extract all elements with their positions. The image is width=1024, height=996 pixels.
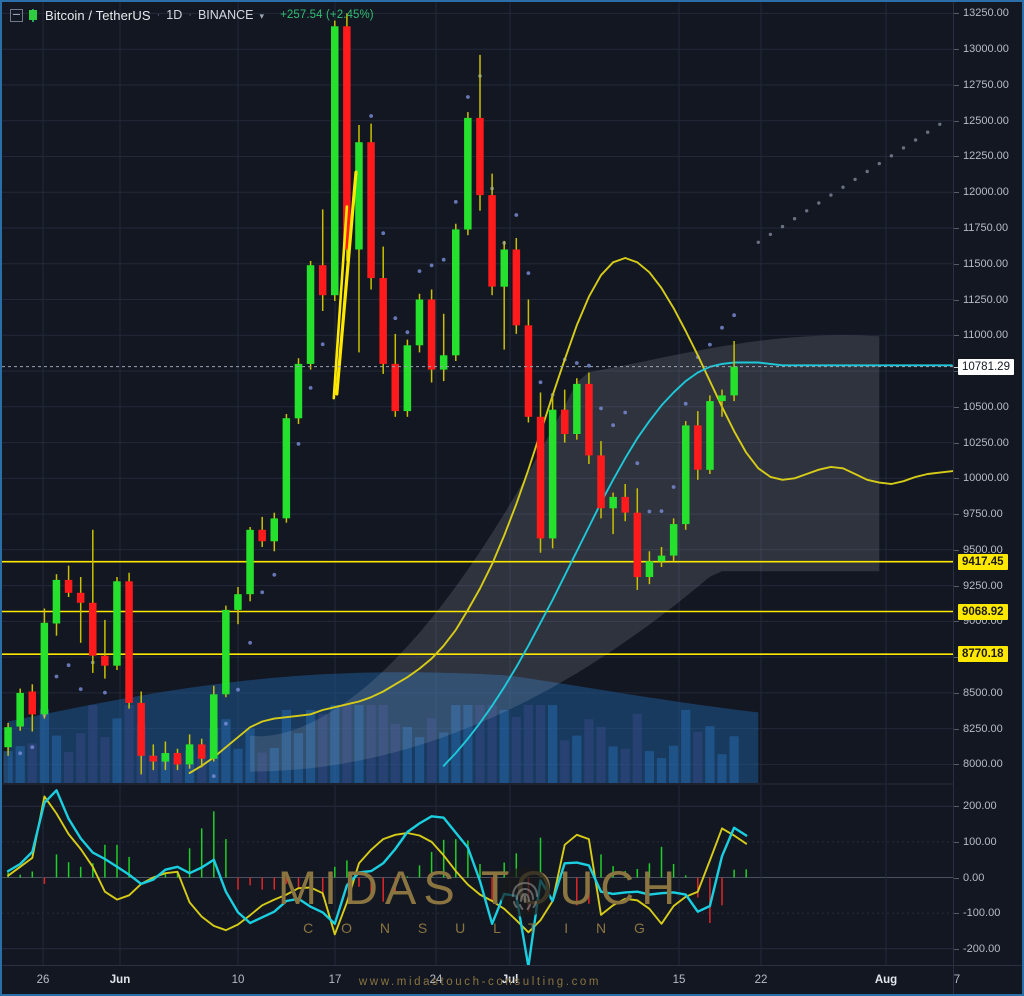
- price-tick: [954, 156, 959, 158]
- price-tick: [954, 514, 959, 516]
- osc-tick: [954, 841, 959, 843]
- price-tick: [954, 728, 959, 730]
- price-axis-label: 10000.00: [963, 472, 1009, 485]
- price-axis-label: 13000.00: [963, 43, 1009, 56]
- price-axis-label: 11500.00: [963, 257, 1009, 270]
- price-tick: [954, 478, 959, 480]
- horizontal-level-lines: [2, 560, 958, 656]
- price-tick: [954, 84, 959, 86]
- osc-tick: [954, 913, 959, 915]
- price-axis-label: 8000.00: [963, 758, 1003, 771]
- osc-tick: [954, 806, 959, 808]
- osc-axis-label: 200.00: [963, 800, 997, 813]
- level-price-pill[interactable]: 8770.18: [958, 646, 1008, 663]
- price-tick: [954, 764, 959, 766]
- time-axis-label: Jun: [109, 974, 131, 986]
- ma-yellow-line: [188, 257, 958, 774]
- macd-line: [6, 789, 748, 968]
- time-axis-label: Jul: [501, 974, 519, 986]
- pane-divider[interactable]: [2, 783, 958, 785]
- price-tick: [954, 657, 959, 659]
- price-axis-label: 9750.00: [963, 508, 1003, 521]
- time-axis[interactable]: 26 Jun 10 17 24 Jul 15 22 Aug 7: [2, 965, 1022, 994]
- axis-corner: [953, 966, 1022, 994]
- price-tick: [954, 299, 959, 301]
- price-tick: [954, 49, 959, 51]
- price-tick: [954, 371, 959, 373]
- oscillator-pane[interactable]: [2, 785, 958, 970]
- price-tick: [954, 13, 959, 15]
- price-axis[interactable]: 13250.00 13000.00 12750.00 12500.00 12250.00…: [953, 2, 1022, 970]
- price-tick: [954, 549, 959, 551]
- time-axis-label: 15: [672, 974, 686, 986]
- level-price-pill[interactable]: 9068.92: [958, 603, 1008, 620]
- price-axis-label: 12750.00: [963, 78, 1009, 91]
- last-price-pill[interactable]: 10781.29: [958, 358, 1014, 375]
- price-tick: [954, 228, 959, 229]
- price-chart-canvas: [2, 2, 958, 783]
- price-axis-label: 11000.00: [963, 329, 1009, 342]
- ichimoku-cloud: [250, 335, 880, 772]
- price-tick: [954, 692, 959, 694]
- price-tick: [954, 442, 959, 444]
- price-axis-label: 11750.00: [963, 222, 1009, 234]
- blue-band: [8, 672, 759, 783]
- candlestick-series: [4, 13, 738, 775]
- price-tick: [954, 120, 959, 122]
- price-tick: [954, 263, 959, 265]
- macd-histogram: [7, 811, 747, 923]
- time-axis-label: 24: [429, 974, 443, 986]
- osc-axis-label: -100.00: [963, 907, 1001, 920]
- yellow-trend-annotation: [332, 170, 358, 400]
- price-tick: [954, 192, 959, 194]
- osc-axis-label: -200.00: [963, 942, 1001, 955]
- price-tick: [954, 406, 959, 408]
- ma-cyan-line: [442, 361, 953, 767]
- macd-chart-canvas: [2, 785, 958, 970]
- price-axis-label: 9500.00: [963, 543, 1003, 556]
- price-axis-label: 8250.00: [963, 722, 1003, 735]
- price-pane[interactable]: [2, 2, 958, 783]
- osc-gridlines: [2, 785, 958, 970]
- time-axis-label: 10: [231, 974, 245, 986]
- price-axis-label: 12500.00: [963, 114, 1009, 127]
- price-tick: [954, 585, 959, 587]
- level-price-pill[interactable]: 9417.45: [958, 553, 1008, 570]
- time-axis-label: 17: [328, 974, 342, 986]
- price-axis-label: 13250.00: [963, 7, 1009, 20]
- price-axis-label: 12250.00: [963, 150, 1009, 163]
- price-axis-label: 8500.00: [963, 686, 1003, 699]
- price-axis-label: 9250.00: [963, 579, 1003, 592]
- price-tick: [954, 621, 959, 623]
- price-axis-label: 10500.00: [963, 400, 1009, 413]
- price-axis-label: 10250.00: [963, 436, 1009, 449]
- price-axis-label: 11250.00: [963, 293, 1009, 306]
- price-tick: [954, 335, 959, 337]
- time-axis-label: 7: [953, 974, 961, 986]
- time-axis-label: Aug: [874, 974, 898, 986]
- osc-axis-label: 0.00: [963, 871, 985, 884]
- price-axis-label: 12000.00: [963, 186, 1009, 199]
- time-axis-label: 26: [36, 974, 50, 986]
- osc-axis-label: 100.00: [963, 835, 997, 848]
- osc-tick: [954, 877, 959, 879]
- osc-tick: [954, 948, 959, 950]
- macd-signal-line: [7, 795, 748, 936]
- time-axis-label: 22: [754, 974, 768, 986]
- last-price-tick: [954, 366, 958, 368]
